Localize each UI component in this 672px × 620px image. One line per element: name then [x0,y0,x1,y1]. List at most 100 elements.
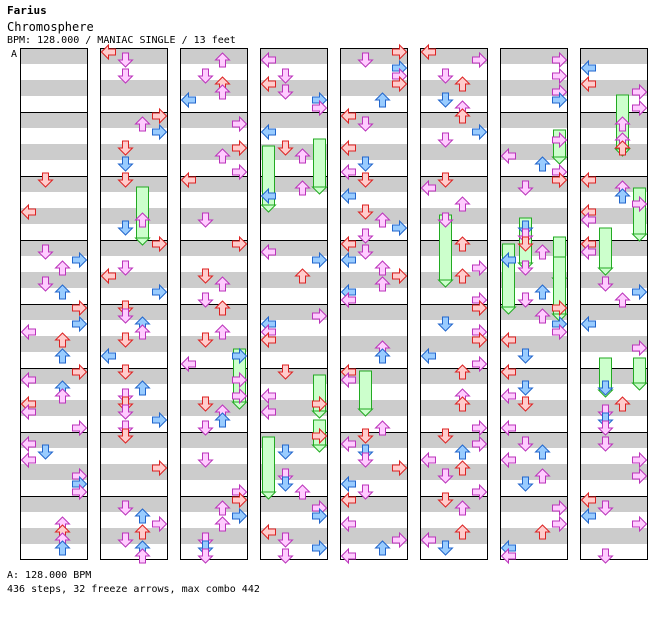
step-arrow-up [214,84,231,100]
beat-stripe [260,128,328,144]
beat-stripe [260,528,328,544]
beat-stripe [100,448,168,464]
step-arrow-right [312,427,328,445]
step-arrow-left [420,451,436,469]
step-arrow-down [197,396,214,412]
step-arrow-left [340,107,356,125]
beat-stripe [580,128,648,144]
beat-stripe [20,256,88,272]
beat-stripe [340,480,408,496]
beat-stripe [260,384,328,400]
step-arrow-left [580,243,596,261]
column-frame [340,48,408,560]
beat-stripe [260,176,328,192]
step-arrow-left [180,355,196,373]
step-arrow-up [614,188,631,204]
beat-stripe [500,368,568,384]
beat-stripe [260,336,328,352]
beat-stripe [100,240,168,256]
beat-stripe [340,256,408,272]
step-arrow-up [214,516,231,532]
beat-stripe [180,320,248,336]
beat-stripe [180,112,248,128]
beat-stripe [500,240,568,256]
beat-stripe [20,208,88,224]
beat-stripe [20,128,88,144]
step-arrow-up [454,444,471,460]
beat-stripe [100,128,168,144]
beat-stripe [420,128,488,144]
beat-stripe [340,528,408,544]
step-arrow-left [340,187,356,205]
beat-stripe [100,112,168,128]
beat-stripe [580,224,648,240]
song-title: Chromosphere [7,20,94,34]
beat-stripe [420,384,488,400]
beat-stripe [340,80,408,96]
beat-stripe [420,400,488,416]
step-arrow-up [454,524,471,540]
beat-stripe [500,96,568,112]
step-arrow-down [117,404,134,420]
beat-stripe [20,176,88,192]
step-arrow-right [392,459,408,477]
step-arrow-left [20,371,36,389]
freeze-arrow-tail [311,186,328,195]
beat-stripe [260,96,328,112]
step-arrow-up [534,284,551,300]
beat-stripe [180,496,248,512]
beat-stripe [100,432,168,448]
freeze-arrow-tail [500,306,517,315]
step-arrow-up [134,116,151,132]
step-arrow-down [277,476,294,492]
beat-stripe [340,416,408,432]
freeze-arrow-tail [311,444,328,453]
step-arrow-up [54,284,71,300]
step-arrow-right [472,331,488,349]
beat-stripe [500,336,568,352]
beat-stripe [420,432,488,448]
step-arrow-left [260,187,276,205]
step-arrow-right [232,347,248,365]
step-arrow-down [117,140,134,156]
beat-stripe [340,336,408,352]
beat-stripe [20,288,88,304]
step-arrow-down [117,500,134,516]
step-arrow-up [134,380,151,396]
beat-stripe [580,432,648,448]
step-arrow-up [214,276,231,292]
step-arrow-left [420,531,436,549]
step-arrow-right [472,483,488,501]
step-arrow-right [232,115,248,133]
freeze-arrow-body [313,138,326,188]
beat-stripe [20,464,88,480]
step-chart: A [11,43,648,565]
freeze-arrow-tail [357,408,374,417]
beat-stripe [180,352,248,368]
beat-stripe [580,288,648,304]
step-arrow-right [312,99,328,117]
beat-stripe [420,176,488,192]
step-arrow-left [20,435,36,453]
step-arrow-up [134,324,151,340]
step-arrow-right [552,91,568,109]
step-arrow-down [517,436,534,452]
step-arrow-right [632,195,648,213]
beat-stripe [340,224,408,240]
beat-stripe [580,400,648,416]
beat-stripe [500,544,568,560]
beat-stripe [500,528,568,544]
step-arrow-up [374,420,391,436]
beat-stripe [260,64,328,80]
step-arrow-left [580,507,596,525]
freeze-arrow-tail [134,237,151,246]
step-arrow-left [340,547,356,565]
step-arrow-left [500,331,516,349]
step-arrow-down [37,444,54,460]
beat-stripe [580,80,648,96]
beat-stripe [420,272,488,288]
beat-stripe [180,288,248,304]
step-arrow-left [100,347,116,365]
beat-stripe [260,416,328,432]
beat-stripe [260,304,328,320]
